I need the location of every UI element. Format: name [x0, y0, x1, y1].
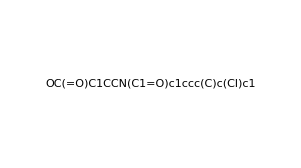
Text: OC(=O)C1CCN(C1=O)c1ccc(C)c(Cl)c1: OC(=O)C1CCN(C1=O)c1ccc(C)c(Cl)c1 — [45, 79, 256, 89]
